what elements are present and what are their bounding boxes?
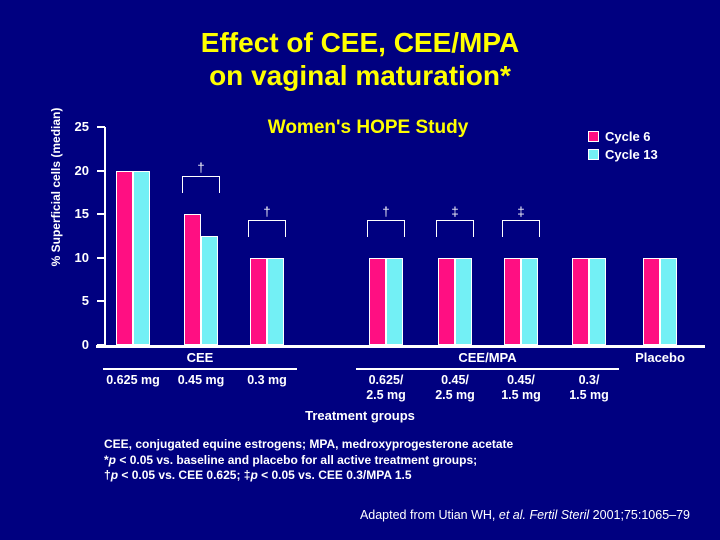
title-line-2: on vaginal maturation* — [209, 60, 511, 91]
group-underline — [356, 368, 619, 370]
dose-label-line: 2.5 mg — [435, 388, 475, 402]
dose-label-line: 0.45/ — [441, 373, 469, 387]
significance-symbol: † — [197, 160, 205, 176]
bar-cycle-6 — [250, 257, 267, 345]
footnotes: CEE, conjugated equine estrogens; MPA, m… — [104, 437, 513, 484]
y-tick-mark — [97, 256, 105, 259]
footnote-dagger-p: p — [110, 468, 119, 482]
citation-suffix: 2001;75:1065–79 — [589, 508, 690, 522]
y-tick-label: 20 — [74, 162, 89, 178]
dose-label: 0.3/1.5 mg — [539, 373, 639, 403]
bar-cycle-6 — [504, 257, 521, 345]
legend-item-cycle-6: Cycle 6 — [588, 127, 658, 145]
dose-label-line: 1.5 mg — [501, 388, 541, 402]
bar-cycle-13 — [455, 257, 472, 345]
bar-cycle-6 — [369, 257, 386, 345]
dose-label: 0.45/1.5 mg — [471, 373, 571, 403]
source-citation: Adapted from Utian WH, et al. Fertil Ste… — [0, 508, 690, 522]
bar-cycle-6 — [116, 170, 133, 345]
footnote-star: *p < 0.05 vs. baseline and placebo for a… — [104, 453, 513, 469]
significance-symbol: ‡ — [451, 203, 459, 219]
y-axis-title: % Superficial cells (median) — [49, 107, 63, 267]
group-underline — [103, 368, 297, 370]
bar-cycle-13 — [386, 257, 403, 345]
footnote-ddagger-p: p — [250, 468, 258, 482]
bar-cycle-13 — [201, 236, 218, 345]
dose-label-line: 0.625/ — [368, 373, 404, 387]
dose-label: 0.45 mg — [151, 373, 251, 388]
significance-bracket — [367, 219, 405, 237]
legend-item-cycle-13: Cycle 13 — [588, 145, 658, 163]
footnote-daggers: †p < 0.05 vs. CEE 0.625; ‡p < 0.05 vs. C… — [104, 468, 513, 484]
bar-cycle-6 — [643, 257, 660, 345]
footnote-star-symbol: * — [104, 452, 109, 467]
y-tick-mark — [97, 344, 105, 346]
footnote-star-p: p — [108, 452, 117, 467]
bar-cycle-13 — [267, 257, 284, 345]
legend-swatch-cycle-6 — [588, 130, 599, 142]
group-label-placebo: Placebo — [635, 350, 685, 365]
chart-legend: Cycle 6 Cycle 13 — [588, 127, 658, 163]
footnote-dagger-text: < 0.05 vs. CEE 0.625; — [118, 468, 244, 482]
y-tick-label: 0 — [81, 337, 89, 352]
y-tick-mark — [97, 126, 105, 128]
legend-swatch-cycle-13 — [588, 148, 599, 160]
bar-cycle-13 — [521, 257, 538, 345]
dose-label-line: 0.45/ — [507, 373, 535, 387]
dose-label-line: 0.45 mg — [177, 373, 225, 387]
significance-bracket — [248, 219, 286, 237]
citation-prefix: Adapted from Utian WH, — [359, 508, 499, 522]
title-line-1: Effect of CEE, CEE/MPA — [200, 27, 520, 58]
y-tick-mark — [97, 213, 105, 216]
dose-label-line: 0.625 mg — [106, 373, 160, 387]
y-axis-line — [104, 127, 106, 346]
significance-symbol: ‡ — [517, 203, 525, 219]
dose-label-line: 0.3/ — [578, 373, 600, 387]
significance-bracket — [502, 219, 540, 237]
footnote-dagger-symbol: † — [104, 468, 111, 482]
page-title: Effect of CEE, CEE/MPA on vaginal matura… — [0, 26, 720, 92]
y-tick-mark — [97, 300, 105, 303]
significance-bracket — [436, 219, 474, 237]
plot-area: 0 5 10 15 20 25 † † † ‡ ‡ — [75, 120, 705, 351]
footnote-ddagger-symbol: ‡ — [243, 468, 251, 482]
bar-cycle-6 — [438, 257, 455, 345]
bar-cycle-6 — [572, 257, 589, 345]
bar-cycle-13 — [133, 170, 150, 345]
bar-cycle-13 — [660, 257, 677, 345]
dose-label-line: 0.3 mg — [247, 373, 287, 387]
y-tick-label: 25 — [74, 119, 89, 134]
y-tick-mark — [97, 169, 105, 172]
significance-symbol: † — [263, 203, 271, 219]
y-tick-label: 10 — [74, 249, 89, 265]
group-label-cee-mpa: CEE/MPA — [458, 350, 517, 365]
citation-journal: et al. Fertil Steril — [498, 508, 590, 522]
dose-label: 0.45/2.5 mg — [405, 373, 505, 403]
legend-label-cycle-6: Cycle 6 — [605, 128, 651, 144]
dose-label-line: 2.5 mg — [366, 388, 406, 402]
footnote-star-text: < 0.05 vs. baseline and placebo for all … — [116, 452, 478, 467]
significance-bracket — [182, 176, 220, 194]
footnote-ddagger-text: < 0.05 vs. CEE 0.3/MPA 1.5 — [257, 468, 412, 482]
group-label-cee: CEE — [186, 350, 214, 365]
y-tick-label: 15 — [74, 206, 89, 222]
legend-label-cycle-13: Cycle 13 — [605, 146, 658, 162]
dose-label: 0.625/2.5 mg — [336, 373, 436, 403]
dose-label: 0.625 mg — [83, 373, 183, 388]
y-tick-label: 5 — [81, 293, 89, 309]
x-axis-line — [96, 345, 705, 348]
bar-cycle-6 — [184, 214, 201, 345]
chart-subtitle: Women's HOPE Study — [267, 117, 469, 138]
bar-cycle-13 — [589, 257, 606, 345]
significance-symbol: † — [382, 203, 390, 219]
dose-label-line: 1.5 mg — [569, 388, 609, 402]
footnote-abbreviations: CEE, conjugated equine estrogens; MPA, m… — [104, 437, 514, 451]
x-axis-title: Treatment groups — [305, 408, 415, 423]
dose-label: 0.3 mg — [217, 373, 317, 388]
